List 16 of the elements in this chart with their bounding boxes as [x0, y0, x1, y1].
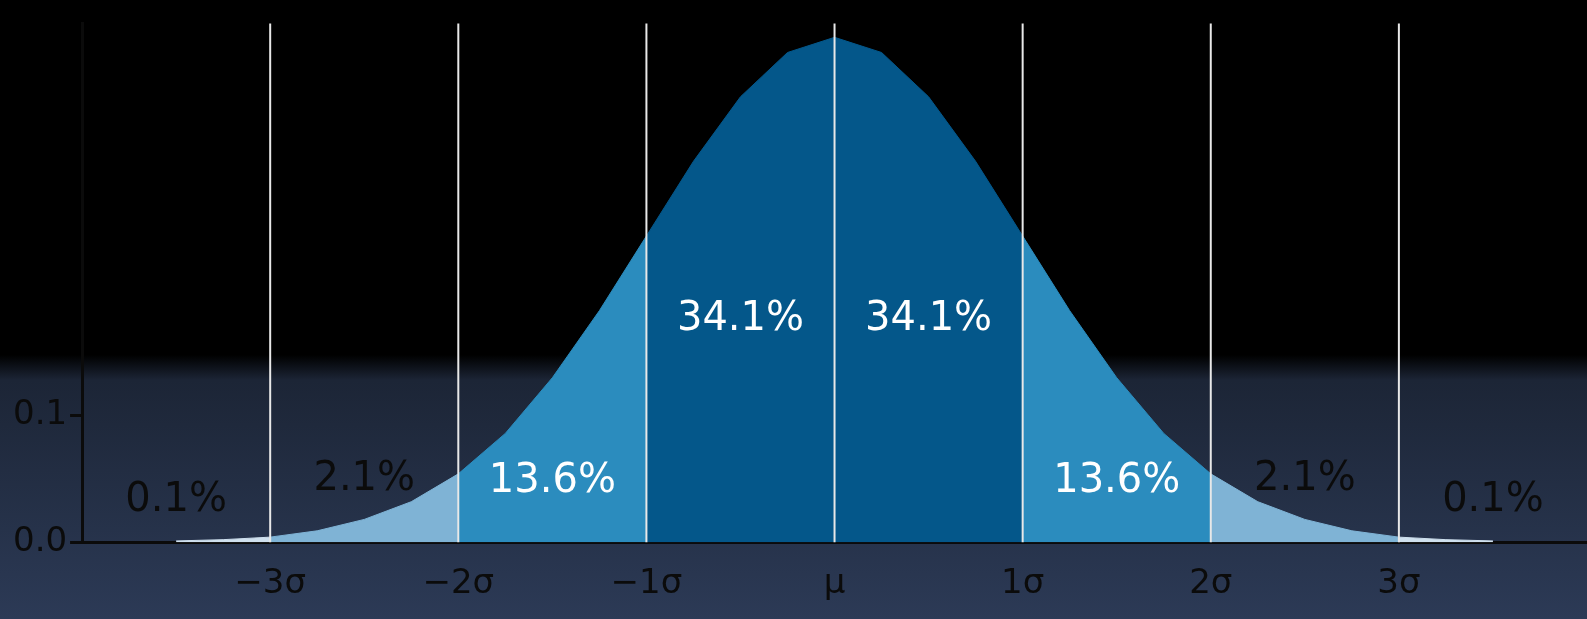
x-tick-label: 1σ	[1001, 561, 1045, 602]
annotation: 0.1%	[1442, 474, 1544, 521]
x-tick-label: μ	[823, 561, 846, 602]
x-tick-label: 3σ	[1377, 561, 1421, 602]
annotation: 34.1%	[676, 292, 805, 339]
x-tick-label: −1σ	[610, 561, 683, 602]
x-tick-label: −3σ	[234, 561, 307, 602]
x-tick-label: 2σ	[1189, 561, 1233, 602]
x-tick-label: −2σ	[422, 561, 495, 602]
annotation: 13.6%	[488, 455, 616, 502]
annotation: 2.1%	[313, 452, 416, 499]
annotation: 13.6%	[1053, 455, 1181, 502]
y-tick-label: 0.0	[12, 519, 68, 560]
annotation: 0.1%	[125, 474, 227, 521]
annotation: 34.1%	[865, 292, 993, 339]
annotation: 2.1%	[1254, 452, 1356, 499]
